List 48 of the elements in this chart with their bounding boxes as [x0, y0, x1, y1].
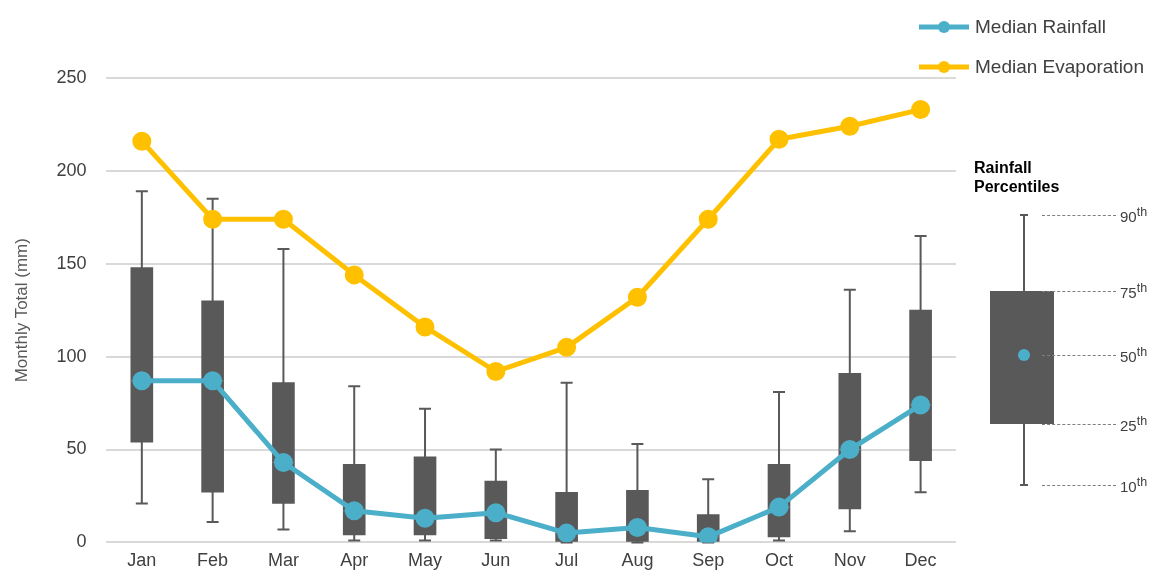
x-tick-label: Nov: [833, 550, 866, 571]
x-tick-label: Apr: [340, 550, 369, 571]
x-tick-label: Aug: [621, 550, 654, 571]
y-tick-label: 200: [56, 159, 87, 180]
point: [627, 518, 647, 538]
text: 50$^{th}$: [1120, 345, 1148, 365]
x-tick-label: Feb: [197, 550, 229, 571]
y-tick-label: 0: [76, 531, 87, 552]
point: [840, 116, 860, 136]
point: [557, 523, 577, 543]
x-tick-label: Sep: [692, 550, 725, 571]
text: 90$^{th}$: [1120, 205, 1148, 225]
point: [132, 371, 152, 391]
y-axis-title: Monthly Total (mm): [11, 238, 31, 383]
point: [486, 362, 506, 381]
x-tick-label: Jun: [481, 550, 511, 571]
y-tick-label: 50: [66, 438, 87, 459]
point: [769, 129, 789, 149]
point: [203, 209, 223, 229]
x-tick-label: Jul: [555, 550, 579, 571]
y-tick-label: 100: [56, 345, 87, 366]
x-tick-label: Oct: [765, 550, 794, 571]
point: [627, 287, 647, 307]
point: [911, 100, 931, 120]
point: [698, 209, 718, 229]
legend-title: Rainfall Percentiles: [974, 158, 1061, 196]
x-tick-label: May: [408, 550, 443, 571]
point: [557, 337, 577, 357]
point: [203, 371, 223, 391]
y-tick-label: 250: [56, 66, 87, 87]
text: 25$^{th}$: [1120, 414, 1148, 434]
point: [415, 317, 435, 337]
point: [273, 453, 293, 473]
y-tick-label: 150: [56, 252, 87, 273]
legend-label: Median Rainfall: [975, 16, 1106, 38]
x-tick-label: Jan: [127, 550, 157, 571]
x-tick-label: Mar: [267, 550, 299, 571]
point: [344, 265, 364, 285]
point: [911, 395, 931, 415]
text: 75$^{th}$: [1120, 281, 1148, 301]
x-tick-label: Dec: [904, 550, 937, 571]
point: [273, 209, 293, 229]
point: [132, 131, 152, 151]
point: [344, 501, 364, 521]
point: [415, 508, 435, 528]
legend-label: Median Evaporation: [975, 56, 1144, 78]
point: [840, 440, 860, 460]
text: 10$^{th}$: [1120, 475, 1148, 495]
